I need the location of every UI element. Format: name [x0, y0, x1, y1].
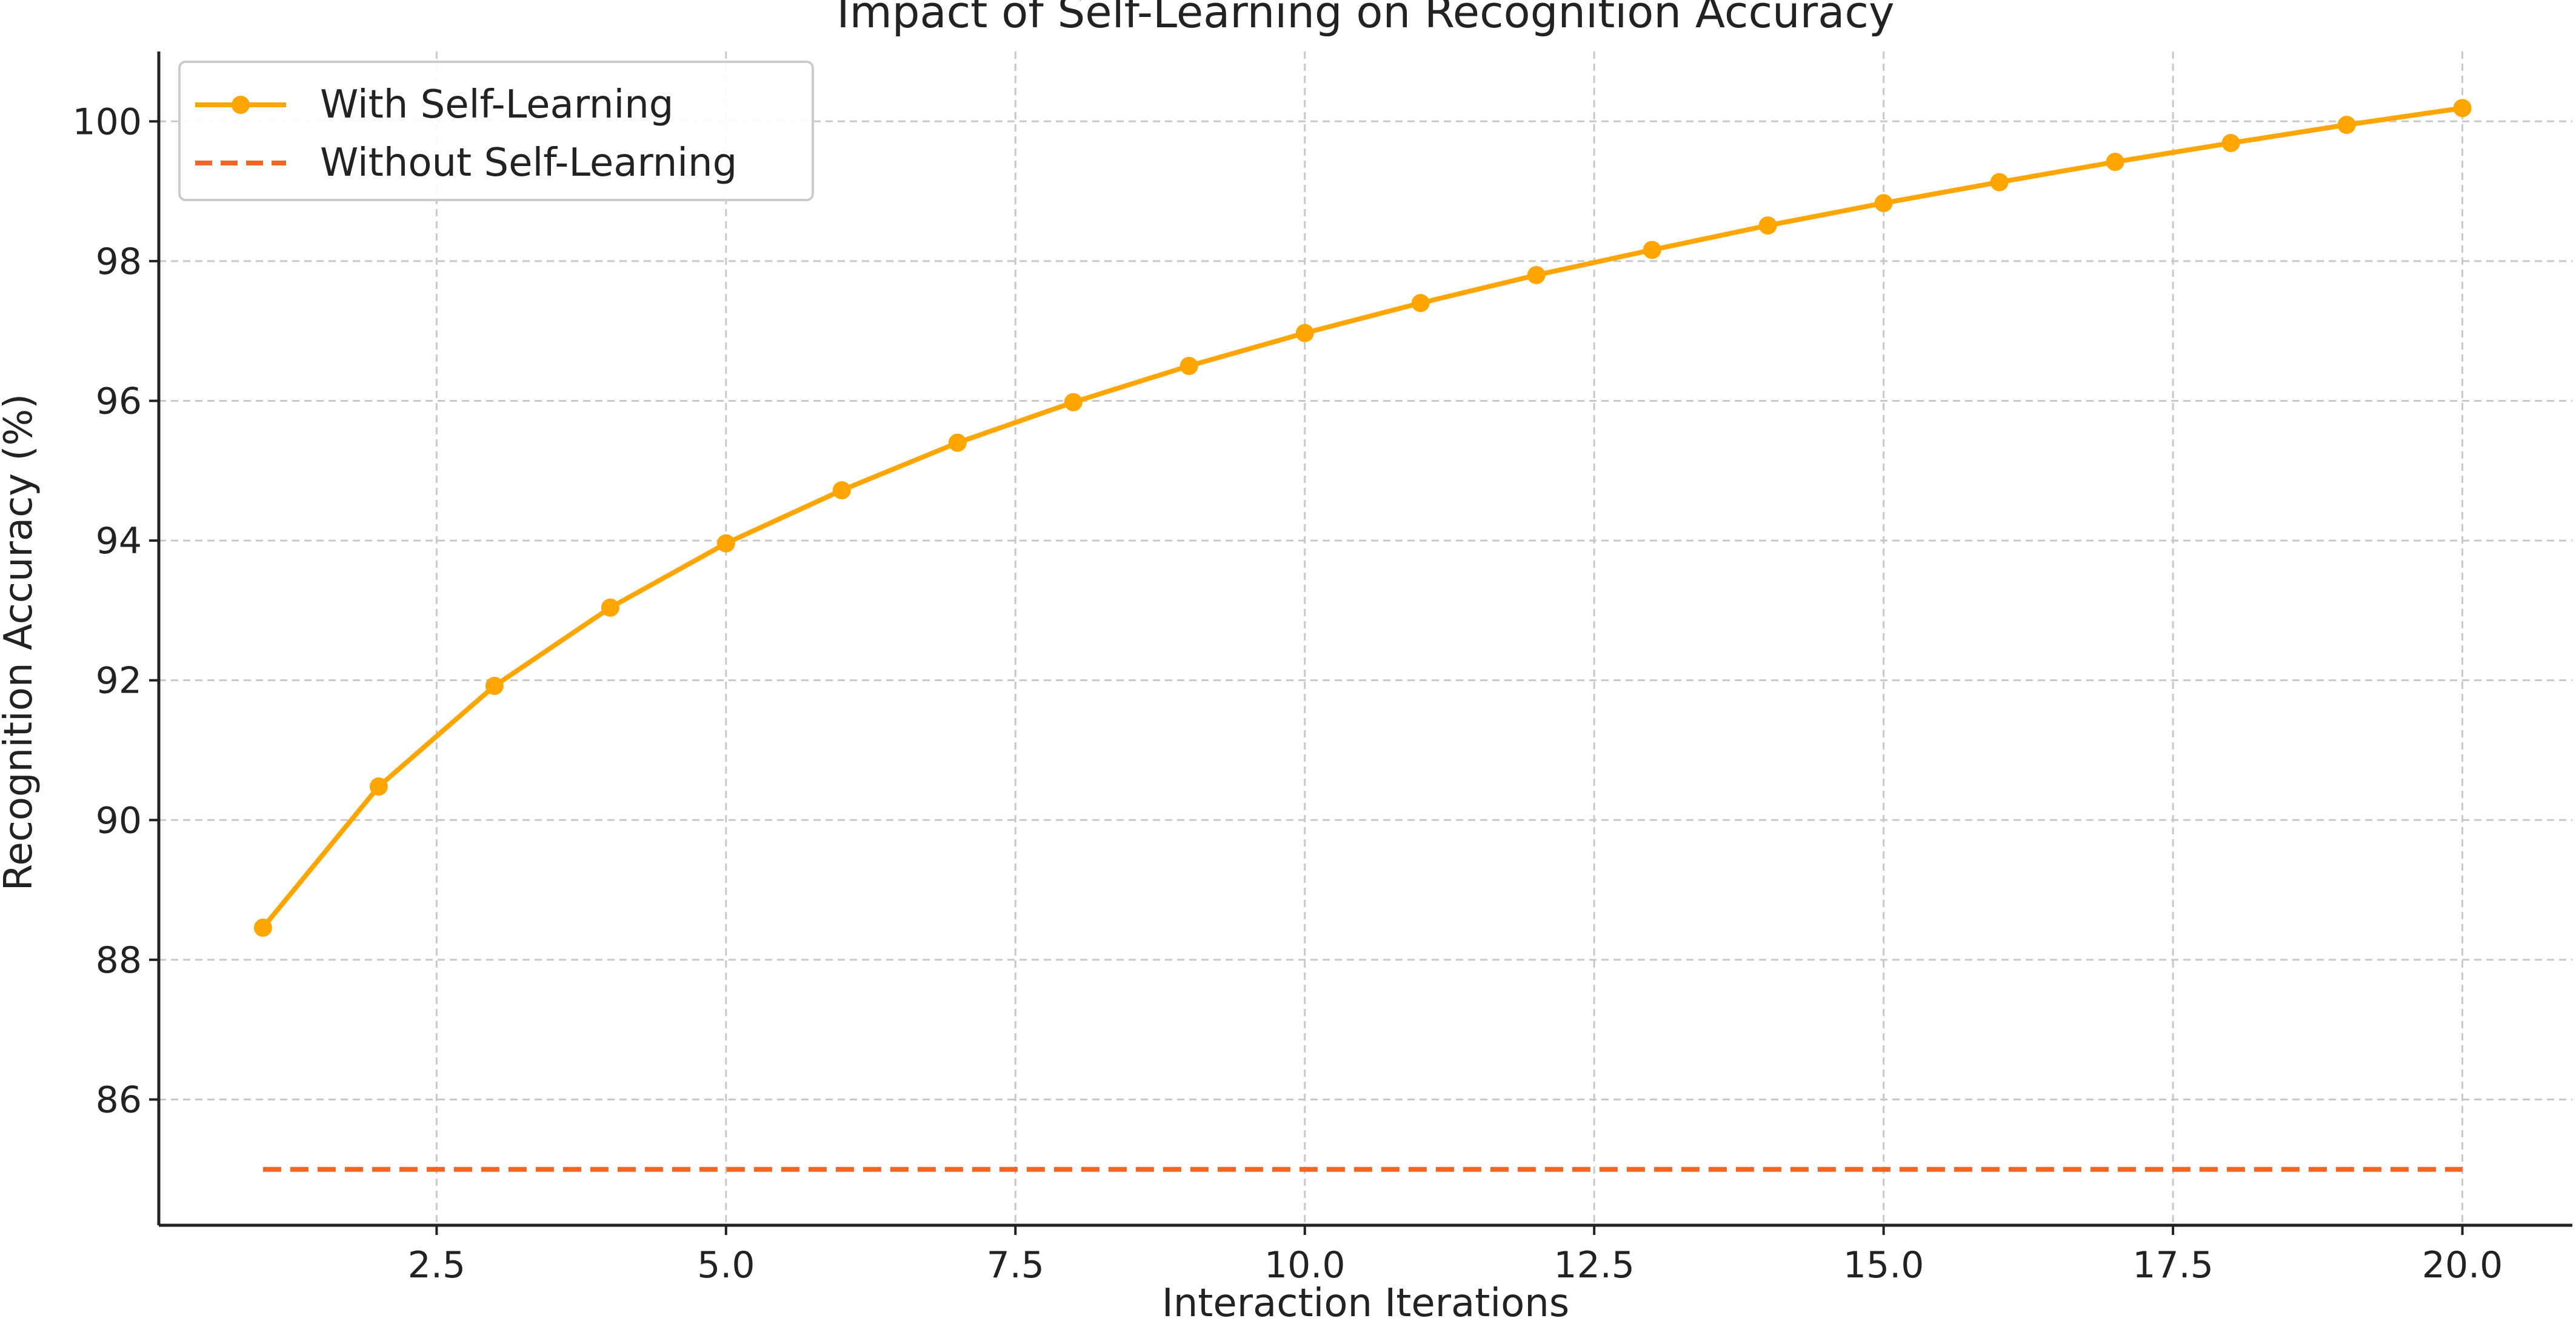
legend-label-without-self-learning: Without Self-Learning: [320, 141, 737, 185]
x-axis-label: Interaction Iterations: [1162, 1281, 1569, 1319]
y-axis-ticks: 86 88 90 92 94 96 98 100: [72, 101, 159, 1121]
data-point-with-self-learning: [253, 918, 272, 937]
y-tick-label: 94: [96, 520, 142, 562]
data-point-with-self-learning: [1411, 294, 1430, 313]
x-tick-label: 5.0: [697, 1244, 755, 1286]
data-point-with-self-learning: [601, 598, 619, 617]
y-tick-label: 92: [96, 660, 142, 702]
y-tick-label: 90: [96, 799, 142, 842]
y-tick-label: 100: [72, 101, 142, 143]
y-tick-label: 98: [96, 241, 142, 283]
y-tick-label: 88: [96, 939, 142, 982]
data-point-with-self-learning: [2106, 153, 2124, 171]
data-point-with-self-learning: [1180, 356, 1198, 375]
data-point-with-self-learning: [832, 481, 851, 500]
legend: With Self-Learning Without Self-Learning: [178, 61, 814, 201]
legend-box: [178, 61, 814, 201]
data-point-with-self-learning: [948, 433, 967, 452]
data-point-with-self-learning: [1758, 216, 1777, 235]
data-point-with-self-learning: [2453, 99, 2472, 118]
data-point-with-self-learning: [369, 777, 388, 796]
data-point-with-self-learning: [1527, 265, 1546, 284]
data-point-with-self-learning: [1295, 324, 1314, 342]
legend-marker-with-self-learning: [232, 96, 250, 114]
x-tick-label: 20.0: [2422, 1244, 2503, 1286]
x-tick-label: 15.0: [1843, 1244, 1924, 1286]
x-tick-label: 10.0: [1264, 1244, 1346, 1286]
series: [253, 99, 2472, 1172]
axes: [157, 52, 2572, 1227]
x-tick-label: 2.5: [408, 1244, 465, 1286]
y-axis-label: Recognition Accuracy (%): [0, 394, 41, 891]
y-tick-label: 96: [96, 380, 142, 422]
data-point-with-self-learning: [485, 676, 504, 695]
data-point-with-self-learning: [716, 534, 735, 553]
chart-title: Impact of Self-Learning on Recognition A…: [836, 0, 1894, 38]
data-point-with-self-learning: [2337, 116, 2356, 135]
x-tick-label: 7.5: [987, 1244, 1044, 1286]
data-point-with-self-learning: [1874, 194, 1893, 213]
data-point-with-self-learning: [1643, 241, 1661, 259]
data-point-with-self-learning: [2221, 134, 2240, 153]
data-point-with-self-learning: [1990, 173, 2009, 191]
x-axis-ticks: 2.5 5.0 7.5 10.0 12.5 15.0 17.5 20.0: [408, 1225, 2503, 1286]
legend-label-with-self-learning: With Self-Learning: [320, 82, 673, 127]
x-tick-label: 17.5: [2132, 1244, 2214, 1286]
y-tick-label: 86: [96, 1079, 142, 1121]
x-tick-label: 12.5: [1553, 1244, 1635, 1286]
data-point-with-self-learning: [1064, 393, 1083, 411]
series-line-with-self-learning: [261, 105, 2463, 930]
